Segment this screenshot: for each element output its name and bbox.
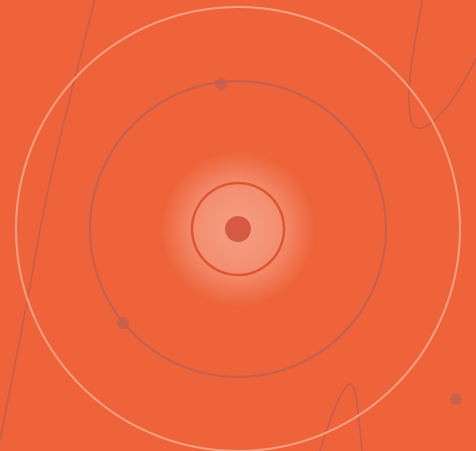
inner-orbit-ring [190, 181, 286, 277]
background-curve-left [0, 0, 96, 441]
center-dot [225, 216, 251, 242]
middle-orbit-ring [88, 79, 388, 379]
background-curve-right [408, 0, 476, 129]
outer-orbit-ring [15, 6, 461, 451]
orbit-dot-right [450, 393, 462, 405]
orbit-dot-left [117, 317, 129, 329]
background-curve-bottom [319, 383, 363, 451]
orbit-dot-top [215, 78, 227, 90]
